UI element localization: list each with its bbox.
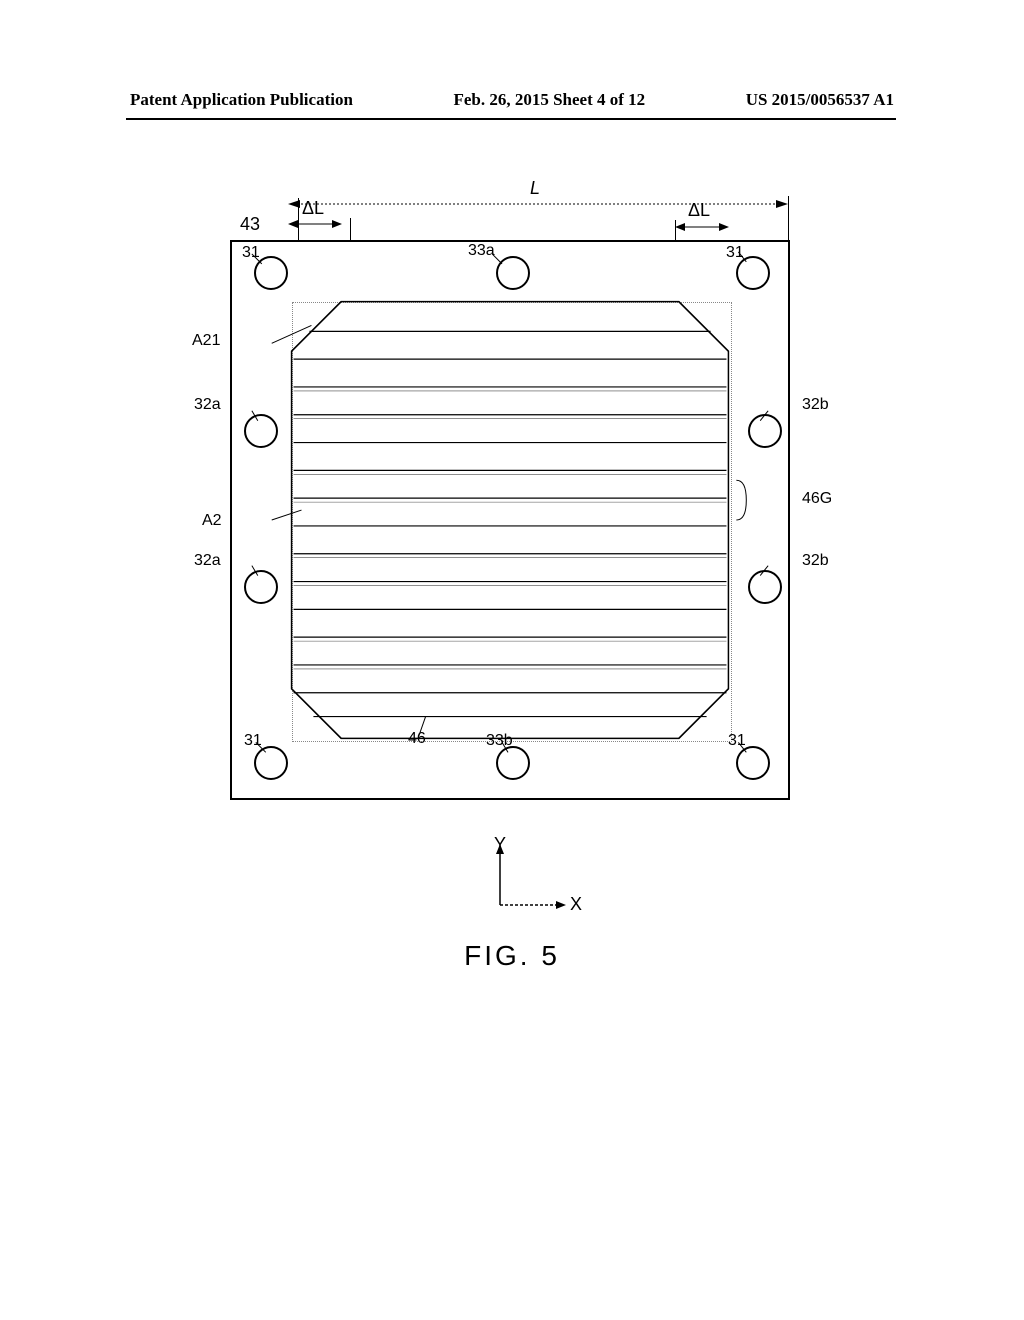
dim-dL-right-label: ΔL [688, 200, 710, 221]
label-43: 43 [240, 214, 260, 235]
label-46G: 46G [802, 490, 832, 508]
figure-5: L ΔL ΔL 43 [220, 220, 800, 820]
page-header: Patent Application Publication Feb. 26, … [0, 90, 1024, 110]
hole-32a-lower [244, 570, 278, 604]
label-33b: 33b [486, 732, 513, 750]
label-32b-u: 32b [802, 396, 829, 414]
axis-y-label: Y [494, 834, 506, 855]
header-rule [126, 118, 896, 120]
label-32b-l: 32b [802, 552, 829, 570]
ext-line [298, 198, 299, 240]
header-left: Patent Application Publication [130, 90, 353, 110]
label-46: 46 [408, 730, 426, 748]
label-A2: A2 [202, 512, 222, 530]
hole-31-bl [254, 746, 288, 780]
label-32a-l: 32a [194, 552, 221, 570]
label-A21: A21 [192, 332, 220, 350]
header-center: Feb. 26, 2015 Sheet 4 of 12 [453, 90, 645, 110]
axis-x-label: X [570, 894, 582, 915]
label-32a-u: 32a [194, 396, 221, 414]
dim-L-label: L [530, 178, 540, 199]
figure-caption: FIG. 5 [0, 940, 1024, 972]
label-31-tr: 31 [726, 244, 744, 262]
label-33a: 33a [468, 242, 495, 260]
hole-32b-upper [748, 414, 782, 448]
plate-outline: 31 31 31 31 33a 33b [230, 240, 790, 800]
ext-line [788, 196, 789, 241]
header-right: US 2015/0056537 A1 [746, 90, 894, 110]
label-31-bl: 31 [244, 732, 262, 750]
hole-31-br [736, 746, 770, 780]
channel-grooves [232, 242, 788, 798]
hole-32a-upper [244, 414, 278, 448]
coordinate-axes: Y X [480, 840, 580, 920]
label-31-tl: 31 [242, 244, 260, 262]
hole-33a [496, 256, 530, 290]
hole-33b [496, 746, 530, 780]
dim-dL-left-label: ΔL [302, 198, 324, 219]
label-31-br: 31 [728, 732, 746, 750]
hole-32b-lower [748, 570, 782, 604]
